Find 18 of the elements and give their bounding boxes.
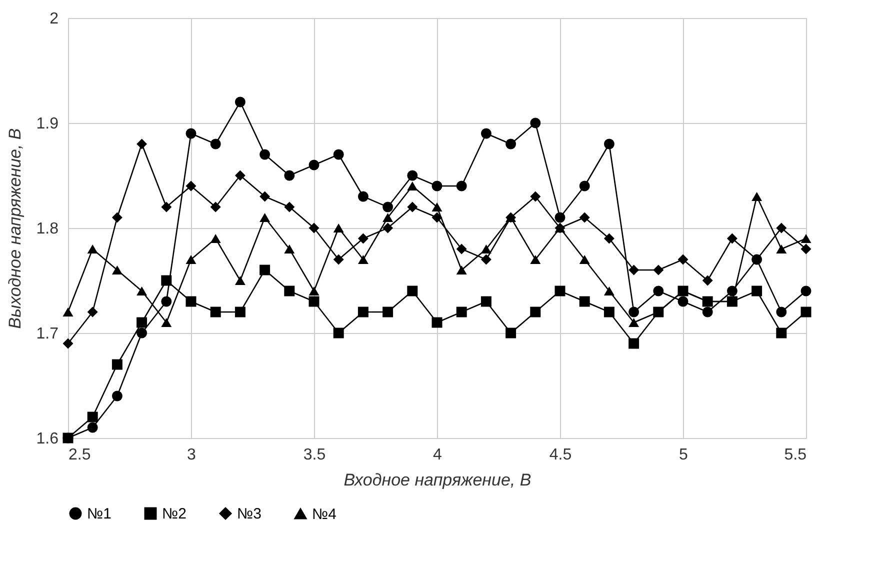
legend-label: №3 [237, 506, 262, 523]
x-tick-label: 4 [433, 446, 442, 464]
y-tick-label: 1.8 [36, 220, 59, 238]
y-tick-label: 2 [50, 10, 59, 28]
x-tick-label: 5 [679, 446, 688, 464]
x-tick-label: 5.5 [784, 446, 807, 464]
y-axis-title: Выходное напряжение, В [5, 128, 24, 329]
legend-label: №1 [87, 506, 112, 523]
y-tick-label: 1.7 [36, 326, 59, 342]
x-tick-label: 3.5 [303, 446, 326, 464]
legend-label: №2 [162, 506, 186, 523]
y-tick-label: 1.6 [36, 430, 59, 448]
legend-label: №4 [312, 506, 336, 523]
x-axis-title: Входное напряжение, В [344, 470, 532, 490]
x-tick-label: 4.5 [549, 446, 572, 464]
x-tick-label: 3 [187, 446, 196, 464]
y-tick-label: 1.9 [36, 116, 59, 132]
x-tick-label: 2.5 [68, 446, 91, 464]
